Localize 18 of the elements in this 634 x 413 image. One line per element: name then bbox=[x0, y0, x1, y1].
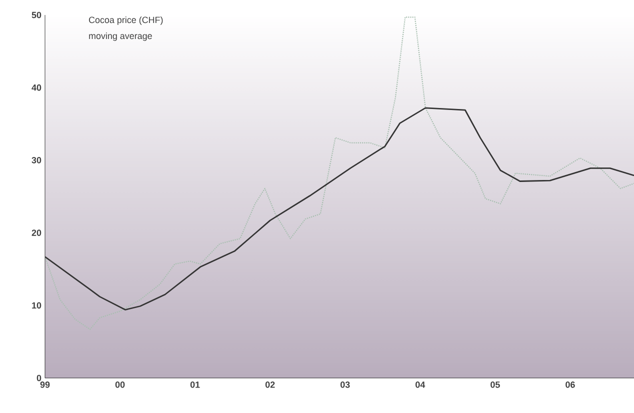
y-tick-label: 0 bbox=[36, 374, 42, 382]
x-tick-label: 01 bbox=[190, 382, 200, 388]
x-tick-label: 06 bbox=[566, 382, 575, 388]
x-tick-label: 99 bbox=[40, 382, 50, 388]
line-series bbox=[45, 16, 634, 330]
x-tick-label: 04 bbox=[416, 382, 426, 388]
text: moving average bbox=[89, 32, 152, 41]
y-tick-label: 40 bbox=[32, 84, 42, 91]
y-tick-label: 10 bbox=[32, 302, 42, 309]
line-series bbox=[45, 107, 634, 310]
x-tick-label: 05 bbox=[490, 382, 500, 388]
y-tick-label: 50 bbox=[32, 12, 42, 18]
x-tick-label: 03 bbox=[340, 382, 350, 388]
y-tick-label: 30 bbox=[32, 157, 42, 164]
x-tick-label: 02 bbox=[265, 382, 275, 388]
y-tick-label: 20 bbox=[32, 230, 42, 236]
x-tick-label: 00 bbox=[115, 382, 125, 388]
chart-title: Cocoa price (CHF) bbox=[88, 16, 163, 25]
